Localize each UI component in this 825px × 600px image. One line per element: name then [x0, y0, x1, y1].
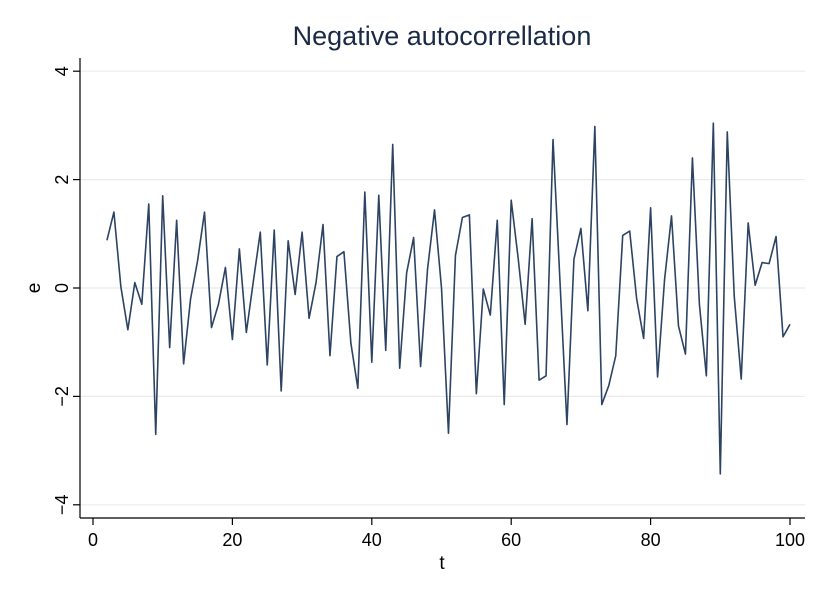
series-layer — [106, 122, 791, 475]
x-tick-label-0: 0 — [88, 530, 98, 550]
y-tick-label-4: 4 — [52, 66, 72, 76]
x-tick-label-1: 20 — [222, 530, 242, 550]
gridlines — [80, 70, 805, 506]
y-ticks: −4 −2 0 2 4 — [52, 66, 80, 515]
x-tick-label-5: 100 — [775, 530, 805, 550]
x-axis-label: t — [439, 553, 445, 574]
x-tick-label-3: 60 — [501, 530, 521, 550]
x-tick-label-4: 80 — [641, 530, 661, 550]
series-line-0 — [106, 122, 791, 475]
y-tick-label-0: −4 — [52, 495, 72, 516]
y-tick-label-2: 0 — [52, 283, 72, 293]
x-tick-label-2: 40 — [362, 530, 382, 550]
y-tick-label-1: −2 — [52, 386, 72, 407]
chart-title: Negative autocorrellation — [293, 21, 592, 51]
x-ticks: 0 20 40 60 80 100 — [88, 518, 805, 550]
y-tick-label-3: 2 — [52, 175, 72, 185]
y-axis-label: e — [24, 283, 45, 294]
